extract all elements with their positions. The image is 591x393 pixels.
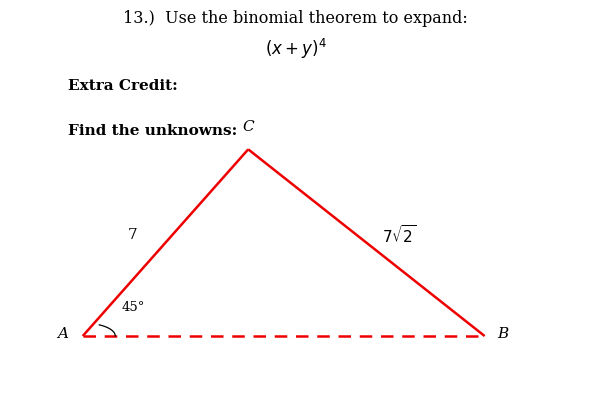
Text: Extra Credit:: Extra Credit: [68, 79, 178, 93]
Text: 45°: 45° [121, 301, 145, 314]
Text: $(x + y)^4$: $(x + y)^4$ [265, 37, 326, 61]
Text: 7: 7 [128, 228, 138, 242]
Text: 13.)  Use the binomial theorem to expand:: 13.) Use the binomial theorem to expand: [123, 10, 468, 27]
Text: A: A [57, 327, 68, 341]
Text: Find the unknowns:: Find the unknowns: [68, 124, 237, 138]
Text: C: C [242, 119, 254, 134]
Text: $7\sqrt{2}$: $7\sqrt{2}$ [382, 224, 416, 246]
Text: B: B [498, 327, 509, 341]
